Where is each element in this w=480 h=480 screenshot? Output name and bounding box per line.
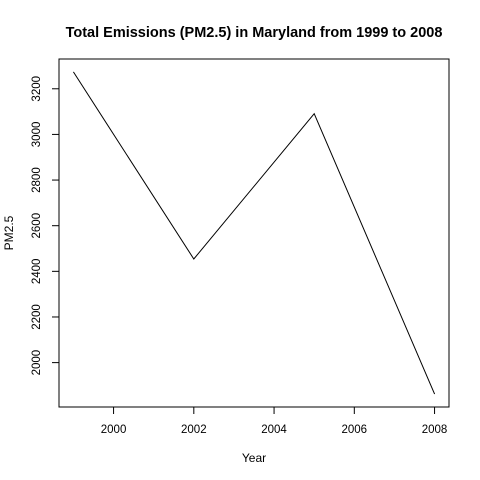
y-tick-label: 3000 — [31, 122, 43, 148]
plot-box — [58, 58, 450, 408]
x-tick-label: 2004 — [261, 424, 287, 436]
chart-title: Total Emissions (PM2.5) in Maryland from… — [66, 25, 443, 41]
y-axis: 2000 2200 2400 2600 2800 3000 3200 — [31, 76, 60, 376]
x-tick-label: 2006 — [342, 424, 368, 436]
series-line — [72, 71, 436, 395]
x-axis-label: Year — [242, 451, 266, 465]
y-tick-label: 2400 — [31, 259, 43, 285]
x-tick-label: 2000 — [101, 424, 127, 436]
series-group — [72, 71, 436, 395]
y-tick-label: 2800 — [31, 167, 43, 193]
x-axis: 2000 2002 2004 2006 2008 — [101, 406, 448, 436]
x-tick-label: 2008 — [422, 424, 448, 436]
y-tick-label: 3200 — [31, 76, 43, 102]
x-tick-label: 2002 — [181, 424, 207, 436]
y-tick-label: 2200 — [31, 304, 43, 330]
y-tick-label: 2000 — [31, 350, 43, 376]
y-tick-label: 2600 — [31, 213, 43, 239]
y-axis-label: PM2.5 — [2, 215, 16, 250]
